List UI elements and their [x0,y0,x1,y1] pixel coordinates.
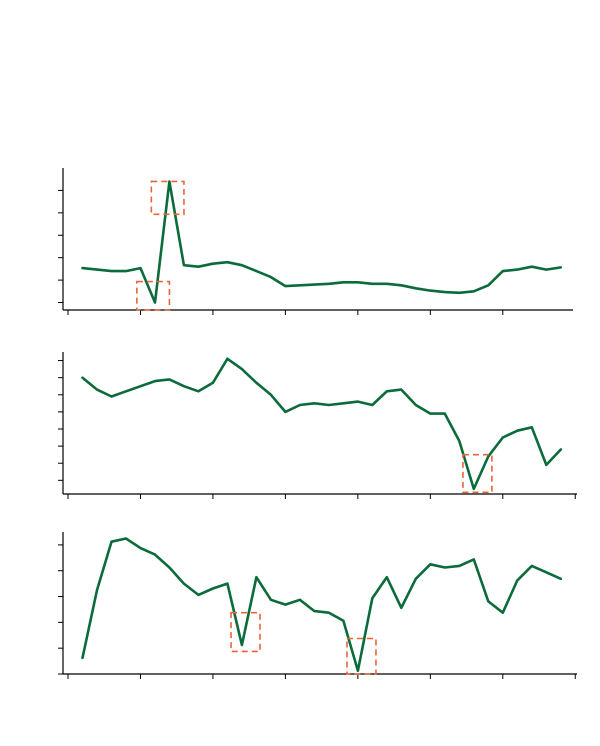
panel-3-anomaly-box-1 [230,611,261,653]
panel-2-anomaly-box-1 [462,453,493,494]
panel-1-series-line [81,180,563,304]
panel-3-series-line [81,537,563,673]
panel-2-series-line [81,357,563,491]
panel-1-anomaly-box-1 [150,180,185,216]
panel-3-anomaly-box-2 [346,637,377,675]
